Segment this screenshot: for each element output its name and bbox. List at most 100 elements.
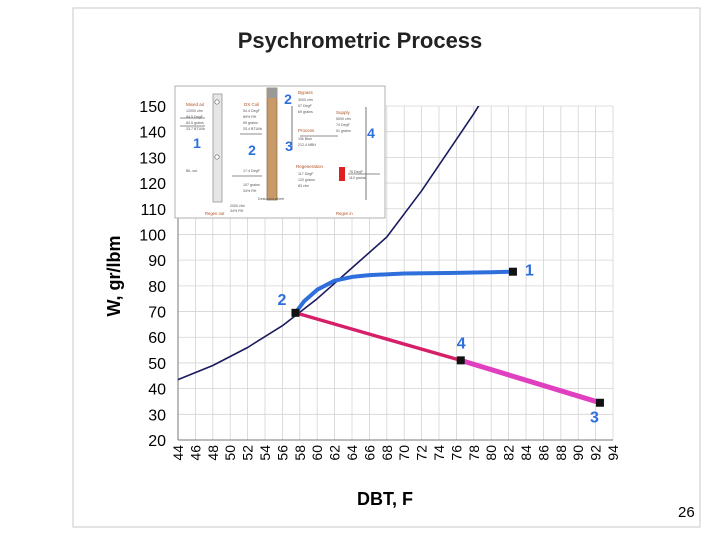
inset-dx-1: 54.4 DegF bbox=[243, 109, 261, 113]
x-tick-label: 44 bbox=[170, 445, 186, 461]
state-point-label: 4 bbox=[457, 335, 466, 352]
inset-process: Process bbox=[298, 128, 315, 133]
state-point-marker bbox=[291, 308, 300, 317]
inset-heat-2: 110 grains bbox=[349, 176, 366, 180]
inset-ma-2: 84.5 DegF bbox=[186, 115, 204, 119]
x-tick-label: 84 bbox=[518, 445, 534, 461]
x-tick-label: 58 bbox=[292, 445, 308, 461]
inset-out-3: 51 grains bbox=[336, 129, 351, 133]
state-point-marker bbox=[595, 398, 604, 407]
x-tick-label: 82 bbox=[501, 445, 517, 461]
inset-dx-4: 25.4 BTU/lb bbox=[243, 127, 262, 131]
y-tick-label: 20 bbox=[148, 433, 166, 450]
inset-ma-3: 84.5 grains bbox=[186, 121, 204, 125]
inset-r2: 107 grains bbox=[243, 183, 260, 187]
saturation-curve bbox=[178, 106, 480, 381]
inset-reg-1: 117 DegF bbox=[298, 172, 314, 176]
y-tick-label: 100 bbox=[139, 227, 166, 244]
x-tick-label: 86 bbox=[535, 445, 551, 461]
inset-heat-1: 76 DegF bbox=[349, 170, 364, 174]
inset-sup-1: 3000 cfm bbox=[298, 98, 313, 102]
x-tick-label: 80 bbox=[483, 445, 499, 461]
damper-top bbox=[214, 99, 220, 105]
y-axis-label: W, gr/lbm bbox=[104, 236, 124, 317]
inset-dx-3: 69 grains bbox=[243, 121, 258, 125]
inset-dx-2: 89% RH bbox=[243, 115, 257, 119]
x-tick-label: 46 bbox=[187, 445, 203, 461]
state-point-label: 3 bbox=[590, 410, 599, 427]
inset-state-2b: 2 bbox=[284, 91, 292, 107]
x-tick-label: 74 bbox=[431, 445, 447, 461]
state-point-label: 2 bbox=[277, 292, 286, 309]
x-tick-label: 64 bbox=[344, 445, 360, 461]
y-tick-label: 80 bbox=[148, 279, 166, 296]
cooling-process-line bbox=[293, 311, 463, 363]
inset-misc-5: 212.4 MBH bbox=[298, 143, 316, 147]
regen-heater bbox=[339, 167, 345, 181]
chart-title: Psychrometric Process bbox=[238, 28, 483, 53]
inset-regeneration: Regeneration bbox=[296, 164, 324, 169]
inset-bypass: Bypass bbox=[298, 90, 314, 95]
y-tick-label: 50 bbox=[148, 356, 166, 373]
inset-sup-3: 69 grains bbox=[298, 110, 313, 114]
inset-state-3: 3 bbox=[285, 138, 293, 154]
x-tick-label: 60 bbox=[309, 445, 325, 461]
y-tick-label: 60 bbox=[148, 330, 166, 347]
x-tick-label: 62 bbox=[327, 445, 343, 461]
inset-misc-1: BIL out bbox=[186, 169, 197, 173]
coil-cap bbox=[267, 88, 277, 98]
x-tick-label: 54 bbox=[257, 445, 273, 461]
y-tick-label: 110 bbox=[140, 202, 166, 219]
x-tick-label: 56 bbox=[274, 445, 290, 461]
damper-bottom bbox=[214, 154, 220, 160]
y-tick-label: 90 bbox=[148, 253, 166, 270]
inset-reg-2: 120 grains bbox=[298, 178, 315, 182]
inset-mixed-air: Mixed air bbox=[186, 102, 205, 107]
inset-ma-4: 33.7 BTU/lb bbox=[186, 127, 205, 131]
x-tick-label: 94 bbox=[605, 445, 621, 461]
inset-misc-2: 2000 cfm bbox=[230, 204, 245, 208]
x-tick-label: 70 bbox=[396, 445, 412, 461]
x-axis-label: DBT, F bbox=[357, 489, 413, 509]
inset-reg-3: 83 cfm bbox=[298, 184, 309, 188]
y-tick-label: 150 bbox=[139, 99, 166, 116]
inset-r1: 17.4 DegF bbox=[243, 169, 261, 173]
inset-misc-4: 19k Btuh bbox=[298, 137, 312, 141]
inset-room-in: Regen in bbox=[336, 211, 353, 216]
y-tick-label: 120 bbox=[139, 176, 166, 193]
inset-out-2: 74 DegF bbox=[336, 123, 351, 127]
x-tick-label: 92 bbox=[588, 445, 604, 461]
dx-coil-bar bbox=[266, 87, 278, 201]
state-point-marker bbox=[456, 356, 465, 365]
x-tick-label: 88 bbox=[553, 445, 569, 461]
x-tick-label: 66 bbox=[361, 445, 377, 461]
inset-misc-3: 34% RH bbox=[230, 209, 244, 213]
inset-sup-2: 57 DegF bbox=[298, 104, 313, 108]
x-tick-label: 48 bbox=[205, 445, 221, 461]
inset-room-out: Regen out bbox=[205, 211, 225, 216]
y-tick-label: 130 bbox=[139, 150, 166, 167]
mixing-process-line bbox=[293, 269, 515, 315]
inset-state-1: 1 bbox=[193, 135, 201, 151]
y-tick-label: 140 bbox=[139, 125, 166, 142]
state-point-label: 1 bbox=[525, 263, 534, 280]
x-tick-label: 52 bbox=[240, 445, 256, 461]
inset-r3: 34% RH bbox=[243, 189, 257, 193]
system-schematic-inset: Mixed air 12000 cfm 84.5 DegF 84.5 grain… bbox=[174, 85, 386, 219]
filter-column bbox=[212, 93, 223, 203]
x-tick-label: 76 bbox=[448, 445, 464, 461]
x-tick-label: 90 bbox=[570, 445, 586, 461]
y-tick-label: 40 bbox=[148, 382, 166, 399]
inset-desiccant: Desiccant wheel bbox=[258, 197, 284, 201]
x-tick-label: 68 bbox=[379, 445, 395, 461]
y-tick-label: 30 bbox=[148, 407, 166, 424]
inset-state-4: 4 bbox=[367, 125, 375, 141]
state-point-marker bbox=[508, 267, 517, 276]
inset-ma-1: 12000 cfm bbox=[186, 109, 203, 113]
inset-frame bbox=[174, 85, 386, 219]
x-tick-label: 78 bbox=[466, 445, 482, 461]
y-tick-label: 70 bbox=[148, 305, 166, 322]
x-tick-label: 72 bbox=[414, 445, 430, 461]
page-number: 26 bbox=[678, 504, 695, 521]
